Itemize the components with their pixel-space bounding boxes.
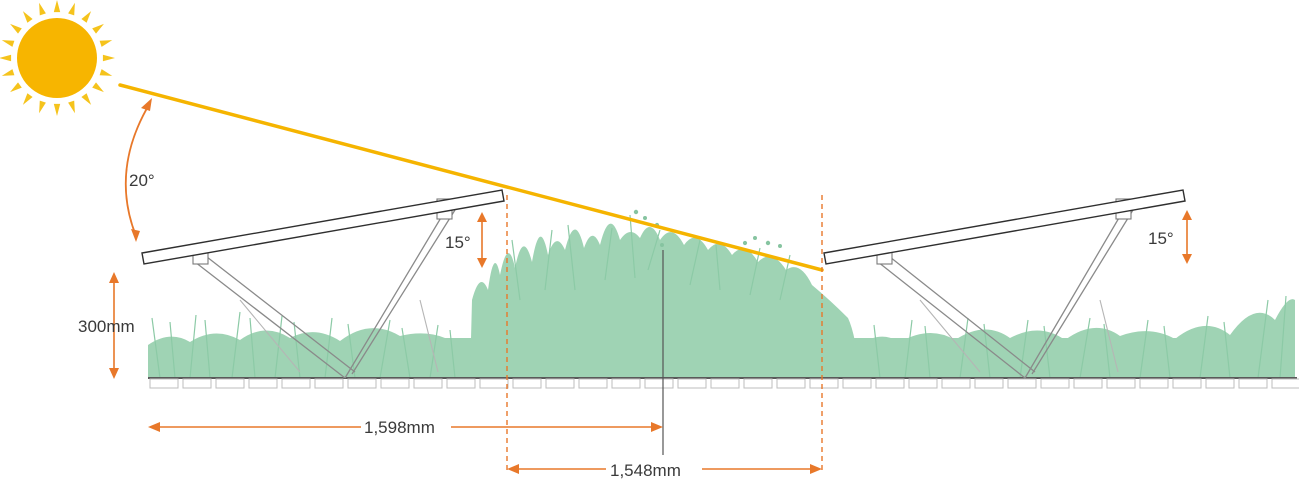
ballast-block bbox=[842, 378, 872, 389]
ballast-block bbox=[1007, 378, 1037, 389]
ballast-block bbox=[1238, 378, 1268, 389]
solar-panel bbox=[823, 189, 1186, 265]
sun-ray bbox=[81, 11, 92, 23]
height-dimension bbox=[109, 272, 119, 379]
ballast-block bbox=[149, 378, 179, 389]
ballast-block bbox=[1106, 378, 1136, 389]
sun-ray bbox=[68, 100, 75, 114]
sun-ray bbox=[10, 23, 22, 34]
sun-ray bbox=[39, 100, 46, 114]
right-solar-row bbox=[823, 189, 1186, 379]
sun-ray bbox=[92, 23, 104, 34]
ballast-block bbox=[1172, 378, 1202, 389]
solar-panel bbox=[141, 189, 505, 265]
ballast-block bbox=[941, 378, 971, 389]
left-tilt-label: 15° bbox=[445, 233, 471, 252]
ballast-block bbox=[182, 378, 212, 389]
ballast-block bbox=[1139, 378, 1169, 389]
ballast-block bbox=[743, 378, 773, 389]
ballast-block bbox=[248, 378, 278, 389]
ballast-block bbox=[314, 378, 344, 389]
sun-ray bbox=[99, 69, 113, 76]
sun-ray bbox=[92, 82, 104, 93]
ballast-block bbox=[578, 378, 608, 389]
sun-ray bbox=[81, 93, 92, 105]
right-tilt-label: 15° bbox=[1148, 229, 1174, 248]
sun-ray bbox=[99, 40, 113, 47]
ballast-block bbox=[776, 378, 806, 389]
height-label: 300mm bbox=[78, 317, 135, 336]
ballast-block bbox=[908, 378, 938, 389]
sun-ray bbox=[53, 103, 61, 116]
ballast-block bbox=[809, 378, 839, 389]
grass bbox=[148, 209, 1295, 379]
sun-ray bbox=[39, 2, 46, 16]
sun-ray bbox=[102, 54, 115, 62]
right-tilt-dimension bbox=[1182, 210, 1192, 264]
sun-ray bbox=[1, 40, 15, 47]
left-tilt-dimension bbox=[477, 212, 487, 268]
ballast-block bbox=[875, 378, 905, 389]
sun-ray bbox=[10, 82, 22, 93]
ballast-block bbox=[545, 378, 575, 389]
ballast-block bbox=[380, 378, 410, 389]
ballast-block bbox=[644, 378, 674, 389]
ground-ballast bbox=[148, 377, 1299, 389]
row-pitch-label: 1,598mm bbox=[364, 418, 435, 437]
ballast-block bbox=[1040, 378, 1070, 389]
sun-ray bbox=[0, 54, 12, 62]
sun-ray bbox=[53, 0, 61, 13]
ballast-block bbox=[710, 378, 740, 389]
sun-angle-label: 20° bbox=[129, 171, 155, 190]
sun-angle-dimension bbox=[124, 98, 152, 242]
sun-ray bbox=[1, 69, 15, 76]
ballast-block bbox=[1073, 378, 1103, 389]
sun-ray bbox=[68, 2, 75, 16]
ballast-block bbox=[611, 378, 641, 389]
sun-ray bbox=[22, 11, 33, 23]
ballast-block bbox=[215, 378, 245, 389]
ballast-block bbox=[413, 378, 443, 389]
sun-ray bbox=[22, 93, 33, 105]
ballast-block bbox=[974, 378, 1004, 389]
sun-beam bbox=[118, 83, 824, 272]
ballast-block bbox=[347, 378, 377, 389]
left-solar-row bbox=[141, 189, 505, 379]
ballast-block bbox=[281, 378, 311, 389]
sun-icon bbox=[0, 0, 115, 116]
gap-label: 1,548mm bbox=[610, 461, 681, 479]
ballast-block bbox=[1205, 378, 1235, 389]
ballast-block bbox=[446, 378, 476, 389]
ballast-block bbox=[1271, 378, 1299, 389]
ballast-block bbox=[479, 378, 509, 389]
ballast-block bbox=[512, 378, 542, 389]
ballast-block bbox=[677, 378, 707, 389]
